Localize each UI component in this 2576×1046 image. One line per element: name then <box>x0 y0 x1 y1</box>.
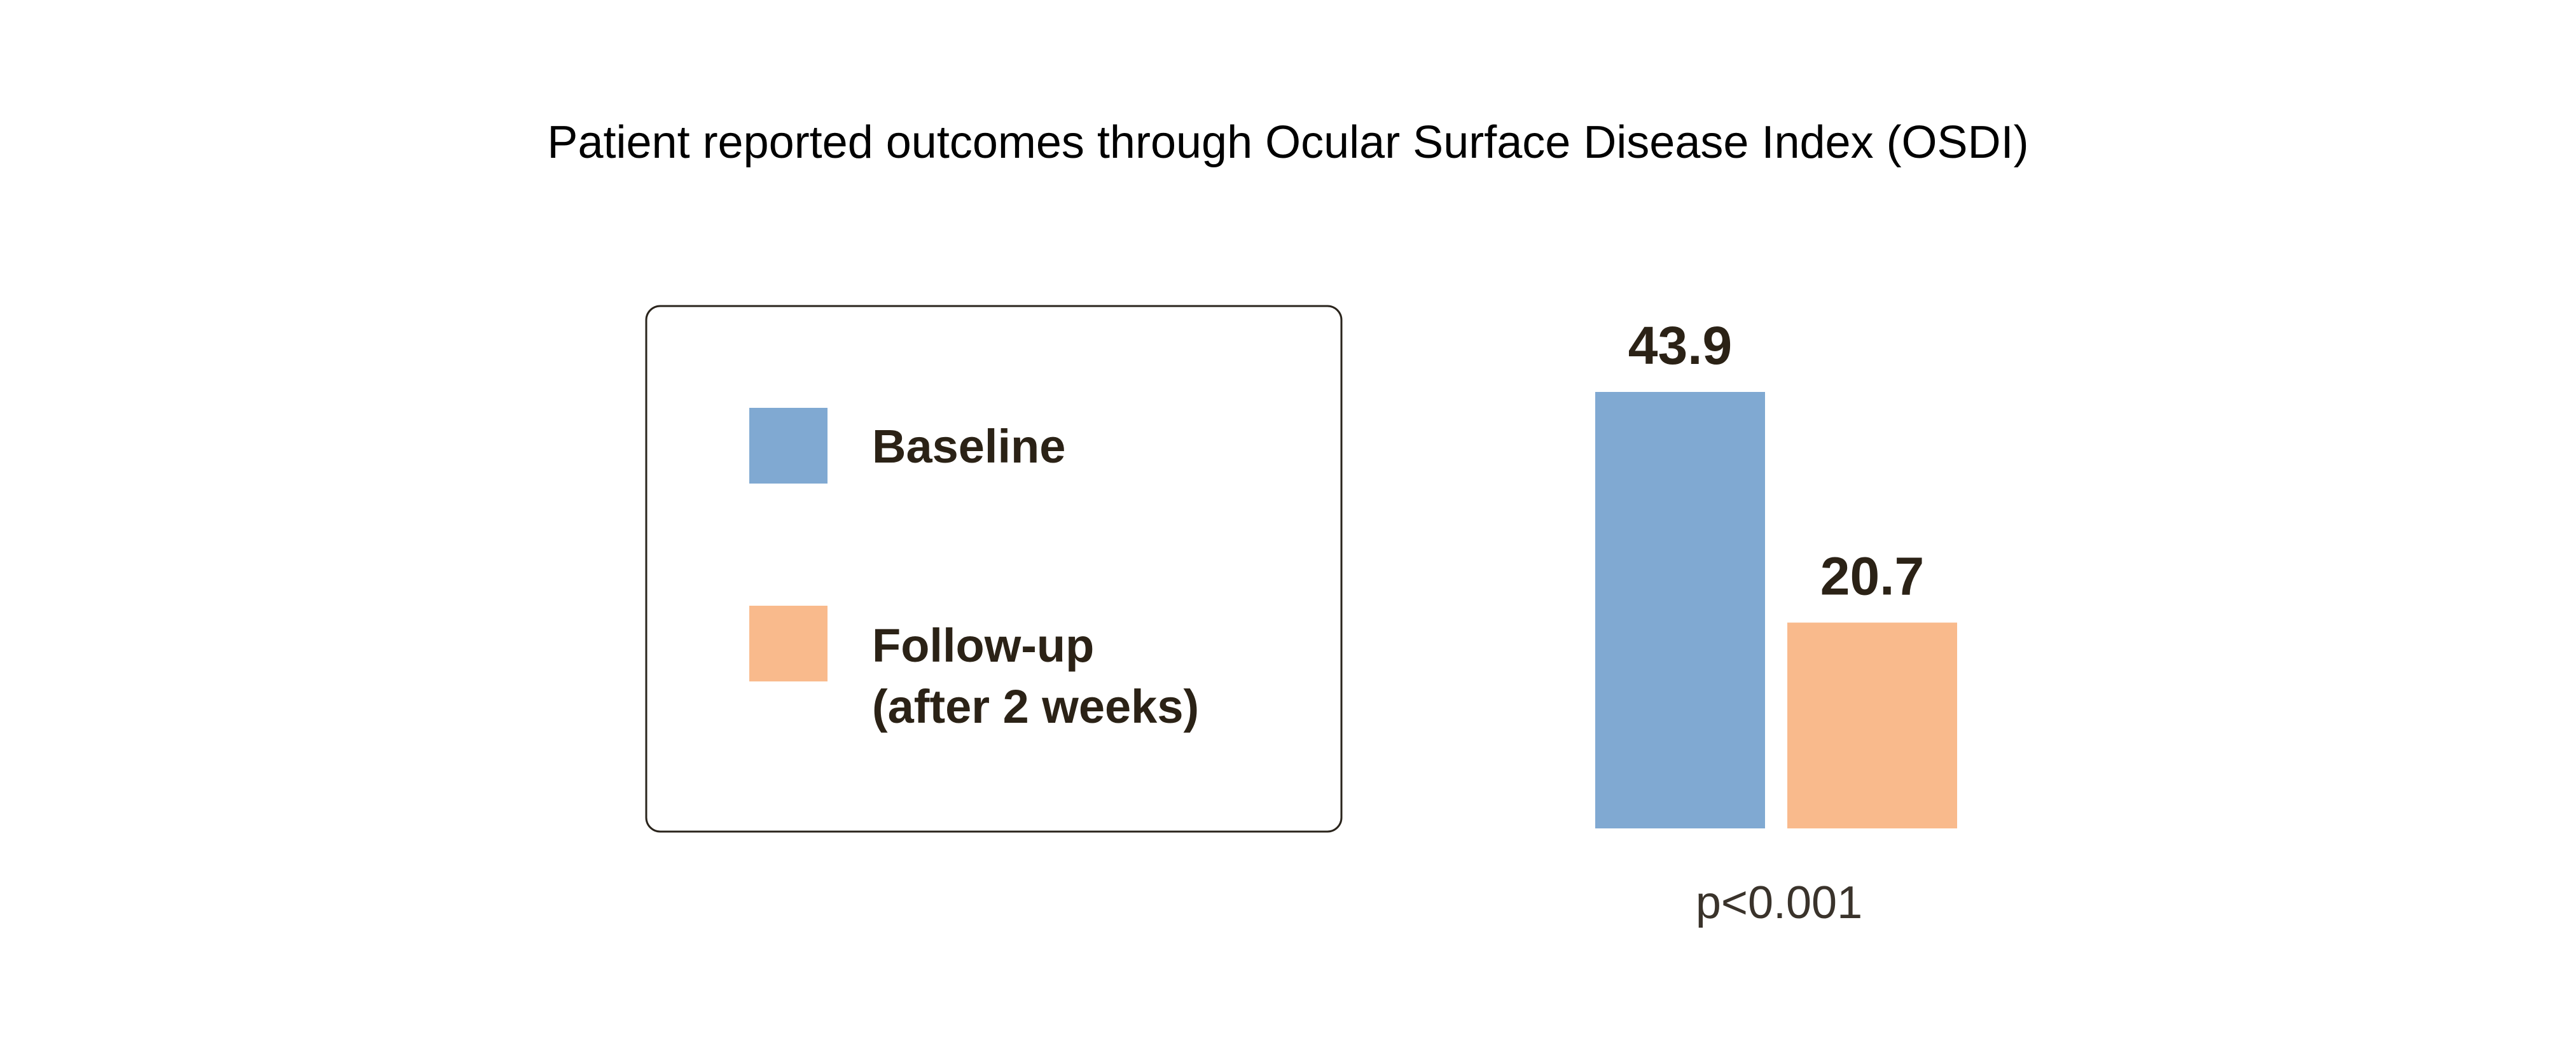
legend-label-follow-up: Follow-up <box>872 619 1094 672</box>
chart-title: Patient reported outcomes through Ocular… <box>547 117 2028 168</box>
bars: 43.9 20.7 <box>1595 316 1957 828</box>
bar-follow-up <box>1787 622 1957 828</box>
legend-swatch-follow-up <box>749 606 828 681</box>
value-label-baseline: 43.9 <box>1628 316 1733 375</box>
legend-label-baseline: Baseline <box>872 420 1065 473</box>
p-value-annotation: p<0.001 <box>1696 877 1862 928</box>
legend-label-follow-up-detail: (after 2 weeks) <box>872 680 1199 733</box>
legend: Baseline Follow-up (after 2 weeks) <box>645 305 1343 833</box>
bar-baseline <box>1595 392 1765 828</box>
legend-swatch-baseline <box>749 408 828 484</box>
legend-box <box>645 305 1343 833</box>
value-label-follow-up: 20.7 <box>1820 547 1925 606</box>
